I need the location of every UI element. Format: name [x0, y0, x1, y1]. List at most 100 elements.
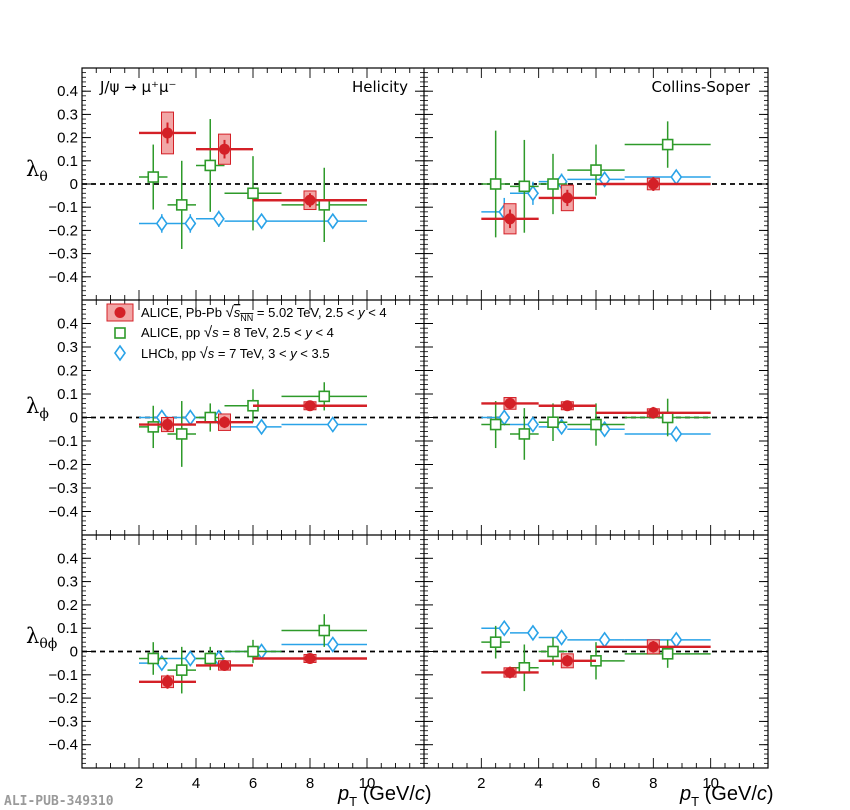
- point-alice-pp: [510, 139, 539, 233]
- marker-alice-pp: [247, 645, 259, 658]
- marker-alice-pbpb: [219, 659, 230, 671]
- point-alice-pp: [538, 403, 568, 441]
- marker-alice-pp: [489, 636, 502, 648]
- y-tick-label: 0.2: [57, 597, 78, 614]
- point-alice-pbpb: [596, 177, 711, 191]
- marker-alice-pp: [547, 178, 559, 190]
- x-tick-label: 10: [359, 775, 376, 792]
- marker-alice-pbpb: [561, 192, 573, 204]
- point-alice-pp: [167, 401, 196, 467]
- marker-lhcb-pp: [326, 416, 339, 433]
- point-lhcb-pp: [481, 619, 511, 637]
- point-alice-pbpb: [139, 417, 196, 433]
- panel-lambda_phi-helicity: −0.4 −0.3 −0.2 −0.1 0 0.1 0.2 0.3 0.4: [48, 299, 425, 536]
- y-tick-label: −0.3: [48, 480, 78, 497]
- point-lhcb-pp: [624, 168, 711, 186]
- x-tick-label: 6: [249, 775, 257, 792]
- legend-label-lhcb-pp: LHCb, pp √s = 7 TeV, 3 < y < 3.5: [141, 345, 330, 362]
- point-alice-pbpb: [538, 400, 596, 412]
- marker-lhcb-pp: [498, 619, 511, 637]
- point-alice-pbpb: [538, 653, 596, 669]
- legend-marker-alice-pbpb: [114, 307, 126, 318]
- y-tick-label: 0.2: [57, 363, 78, 380]
- marker-lhcb-pp: [255, 212, 268, 230]
- point-alice-pbpb: [596, 406, 711, 419]
- marker-alice-pp: [518, 180, 531, 193]
- legend-marker-lhcb-pp: [114, 344, 126, 362]
- panel-lambda_theta-collins-soper: [423, 67, 769, 301]
- marker-alice-pbpb: [162, 127, 173, 139]
- point-alice-pbpb: [596, 639, 711, 655]
- point-lhcb-pp: [281, 416, 367, 433]
- point-alice-pbpb: [196, 133, 253, 165]
- marker-alice-pbpb: [304, 400, 316, 412]
- marker-alice-pp: [661, 138, 674, 151]
- x-tick-label: 4: [192, 775, 200, 792]
- ylabel-lambda-theta: λθ: [26, 157, 48, 185]
- point-alice-pp: [481, 625, 510, 659]
- point-alice-pp: [624, 398, 711, 437]
- legend: ALICE, Pb-Pb √sNN = 5.02 TeV, 2.5 < y < …: [106, 303, 387, 362]
- marker-alice-pbpb: [219, 416, 230, 428]
- point-alice-pp: [567, 144, 625, 196]
- y-tick-label: 0.1: [57, 620, 78, 637]
- x-tick-label: 6: [592, 775, 600, 792]
- point-alice-pp: [167, 646, 196, 694]
- marker-alice-pbpb: [304, 652, 316, 664]
- y-tick-label: −0.1: [48, 667, 78, 684]
- marker-alice-pbpb: [647, 641, 659, 653]
- y-tick-label: 0.1: [57, 386, 78, 403]
- point-alice-pbpb: [139, 111, 196, 155]
- xlabel-left: pT (GeV/c): [337, 783, 432, 809]
- point-alice-pp: [167, 160, 196, 249]
- marker-alice-pp: [661, 648, 674, 660]
- marker-alice-pbpb: [647, 178, 659, 190]
- xlabel-right: pT (GeV/c): [679, 783, 774, 809]
- point-alice-pp: [224, 156, 282, 231]
- watermark: ALI-PUB-349310: [4, 794, 114, 809]
- marker-alice-pp: [318, 624, 331, 637]
- marker-alice-pp: [204, 652, 217, 665]
- marker-alice-pbpb: [504, 213, 516, 225]
- marker-lhcb-pp: [326, 212, 339, 230]
- marker-lhcb-pp: [526, 416, 539, 433]
- y-tick-label: 0: [70, 410, 78, 427]
- point-alice-pp: [281, 167, 367, 242]
- marker-lhcb-pp: [326, 636, 339, 653]
- marker-alice-pbpb: [162, 676, 173, 688]
- x-tick-label: 8: [649, 775, 657, 792]
- marker-lhcb-pp: [212, 210, 225, 228]
- frame-layer: [81, 67, 769, 769]
- point-alice-pbpb: [253, 652, 367, 664]
- panel-lambda_theta-helicity: −0.4 −0.3 −0.2 −0.1 0 0.1 0.2 0.3 0.4: [48, 67, 425, 301]
- point-alice-pbpb: [253, 190, 367, 211]
- marker-lhcb-pp: [670, 631, 683, 649]
- y-tick-label: 0.3: [57, 339, 78, 356]
- point-alice-pp: [567, 403, 625, 446]
- frame-label-collins-soper: Collins-Soper: [651, 78, 750, 96]
- marker-alice-pbpb: [219, 143, 230, 155]
- marker-lhcb-pp: [184, 650, 197, 667]
- marker-alice-pbpb: [504, 666, 516, 678]
- marker-alice-pp: [175, 428, 188, 440]
- panel-lambda_theta_phi-collins-soper: 2 4 6 8 10: [423, 534, 769, 792]
- frame-label-helicity: Helicity: [352, 78, 408, 96]
- x-tick-label: 4: [534, 775, 542, 792]
- x-tick-label: 8: [306, 775, 314, 792]
- point-lhcb-pp: [510, 624, 539, 642]
- marker-lhcb-pp: [670, 168, 683, 186]
- marker-lhcb-pp: [255, 418, 268, 436]
- y-tick-label: −0.2: [48, 690, 78, 707]
- reaction-annotation: J/ψ → μ⁺μ⁻: [99, 78, 176, 96]
- marker-alice-pp: [147, 652, 160, 665]
- point-alice-pbpb: [253, 400, 367, 412]
- y-tick-label: −0.2: [48, 222, 78, 239]
- marker-alice-pp: [518, 428, 531, 440]
- marker-alice-pp: [590, 418, 602, 431]
- legend-label-alice-pbpb: ALICE, Pb-Pb √sNN = 5.02 TeV, 2.5 < y < …: [141, 304, 387, 323]
- panels-layer: −0.4−0.3−0.2−0.100.10.20.30.4−0.4 −0.3 −0.…: [48, 67, 769, 792]
- y-tick-label: −0.4: [48, 269, 78, 286]
- marker-alice-pp: [590, 164, 602, 176]
- point-alice-pp: [481, 401, 510, 449]
